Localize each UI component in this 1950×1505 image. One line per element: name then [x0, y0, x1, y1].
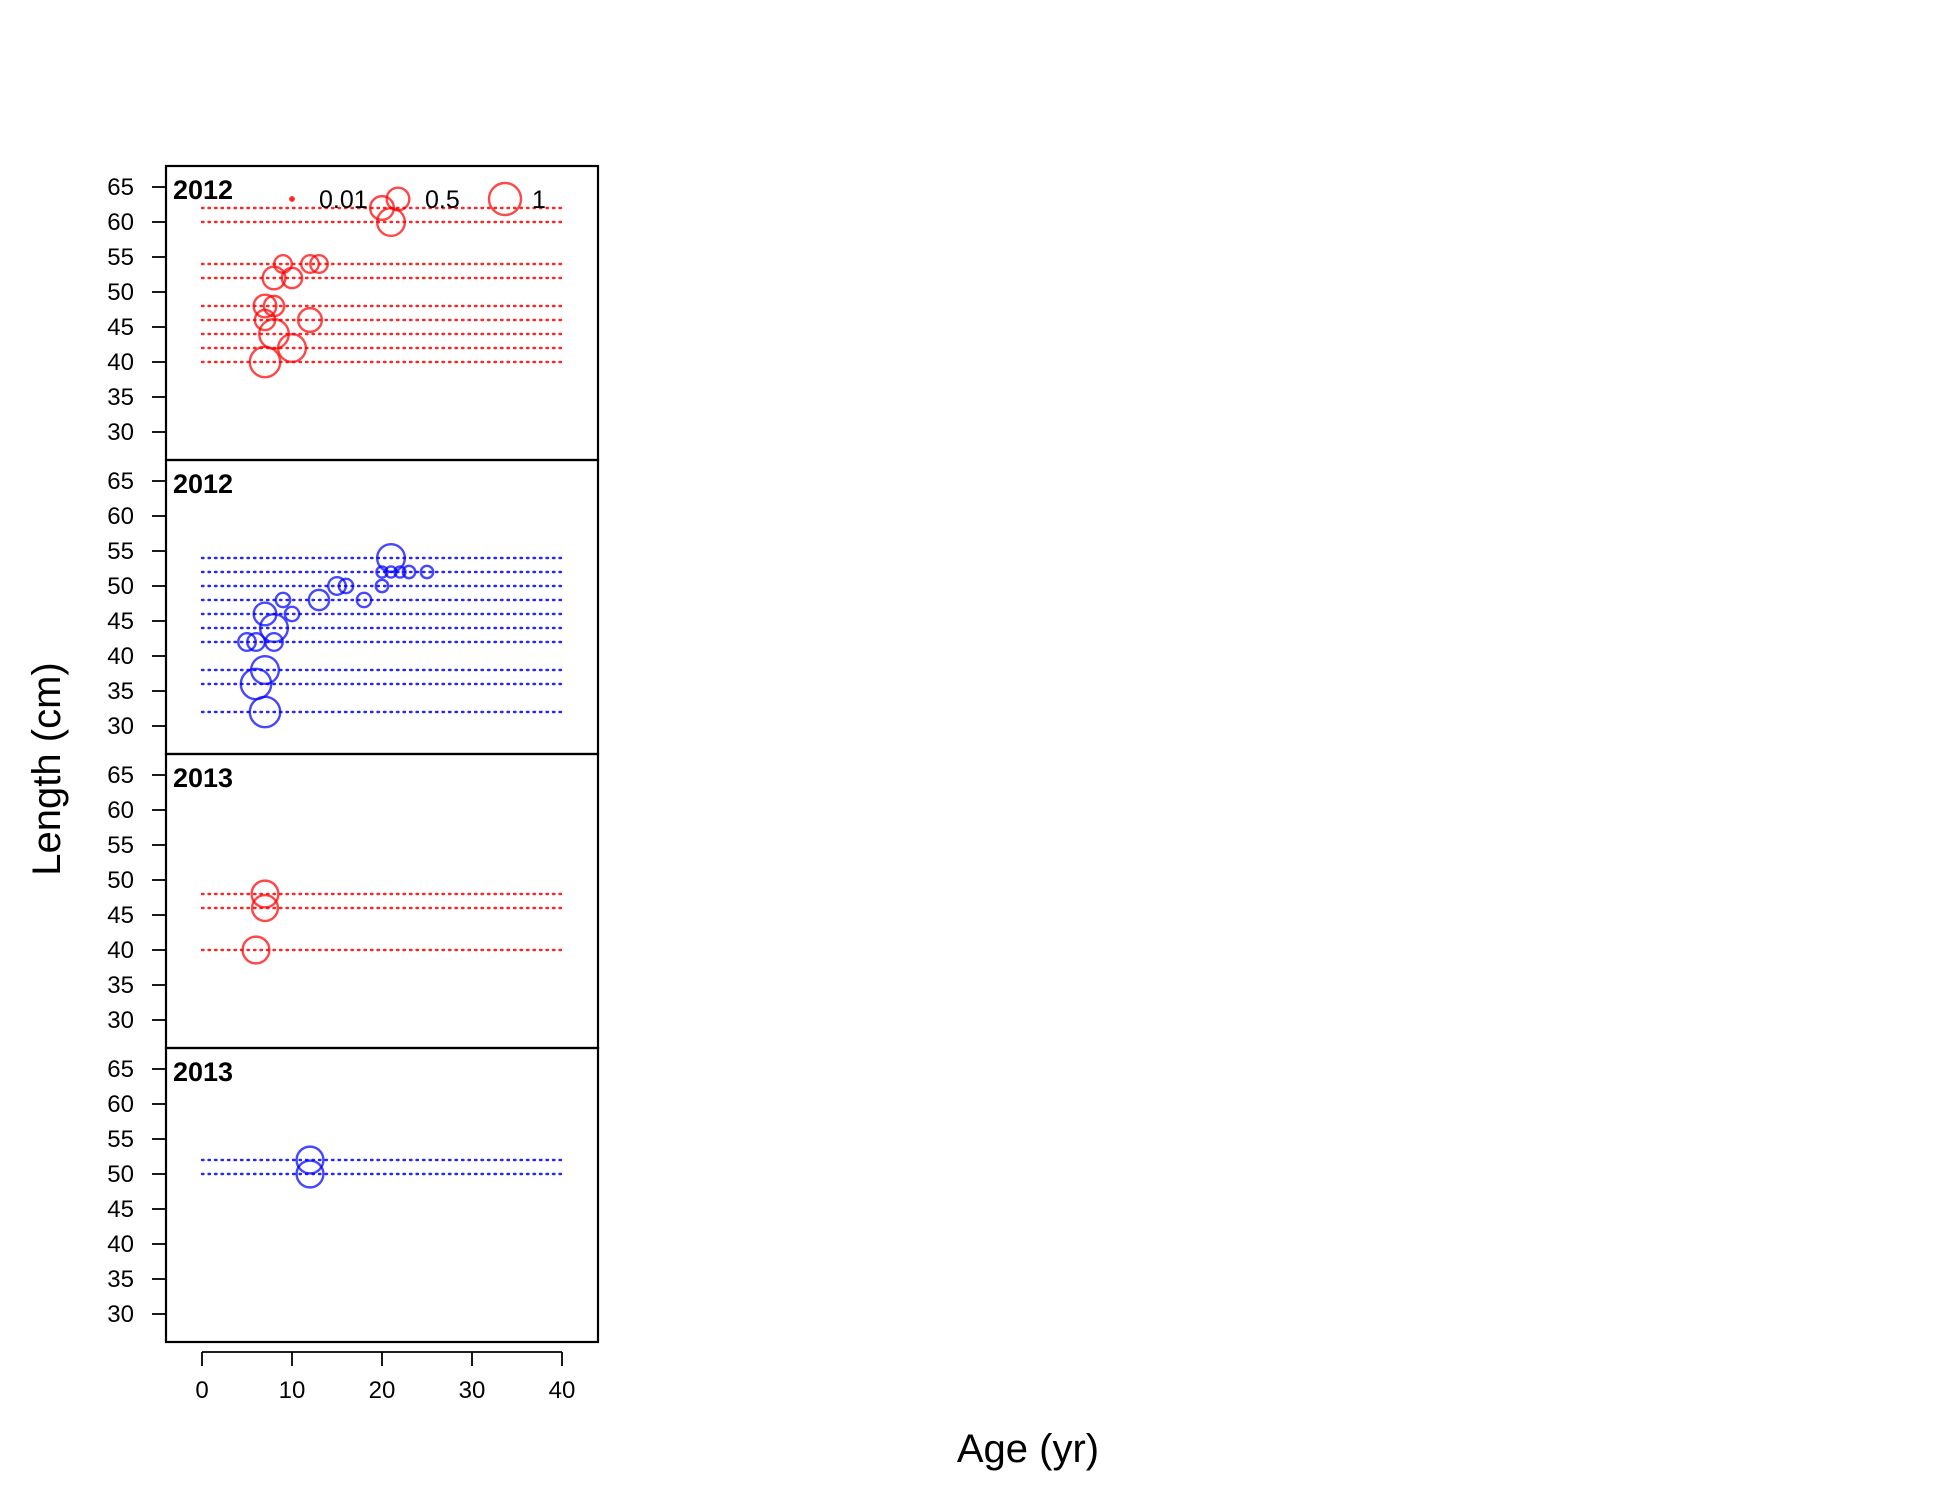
- data-bubble: [327, 576, 347, 596]
- legend-bubble: [385, 186, 411, 212]
- y-tick-label: 40: [107, 1231, 134, 1258]
- y-tick-label: 30: [107, 1301, 134, 1328]
- data-bubble: [355, 591, 373, 609]
- x-tick-label: 30: [459, 1377, 486, 1404]
- y-tick-label: 65: [107, 762, 134, 789]
- legend: 0.01 0.5 1: [289, 181, 546, 217]
- y-tick-label: 60: [107, 503, 134, 530]
- x-tick-label: 0: [195, 1377, 208, 1404]
- data-bubble: [295, 1145, 325, 1175]
- data-bubble: [262, 294, 286, 318]
- y-tick-label: 45: [107, 608, 134, 635]
- panel-title: 2013: [173, 763, 233, 793]
- data-bubble: [307, 588, 331, 612]
- panel-frame: [164, 1046, 600, 1344]
- data-bubble: [401, 564, 417, 580]
- panel-title: 2013: [173, 1057, 233, 1087]
- y-tick-label: 55: [107, 1126, 134, 1153]
- data-bubble: [300, 254, 320, 274]
- data-bubble: [258, 612, 290, 644]
- panel-1: 30 35 40 45 50 55 60 65 2012 0.01 0.5 1: [107, 164, 600, 462]
- data-bubble: [375, 542, 407, 574]
- y-tick-label: 40: [107, 643, 134, 670]
- y-tick-label: 30: [107, 1007, 134, 1034]
- y-tick-label: 35: [107, 678, 134, 705]
- data-bubble: [374, 578, 390, 594]
- y-tick-label: 60: [107, 209, 134, 236]
- y-tick-label: 45: [107, 1196, 134, 1223]
- data-bubble: [283, 605, 301, 623]
- data-bubble: [241, 935, 271, 965]
- y-tick-label: 55: [107, 244, 134, 271]
- data-bubble: [249, 654, 281, 686]
- data-bubble: [252, 293, 278, 319]
- data-bubble: [252, 601, 278, 627]
- legend-label: 0.01: [319, 186, 368, 214]
- panel-title: 2012: [173, 175, 233, 205]
- y-tick-label: 30: [107, 419, 134, 446]
- data-bubble: [419, 564, 435, 580]
- y-tick-label: 45: [107, 314, 134, 341]
- y-tick-label: 60: [107, 797, 134, 824]
- data-bubble: [273, 254, 293, 274]
- x-tick-label: 40: [549, 1377, 576, 1404]
- y-tick-label: 65: [107, 468, 134, 495]
- legend-bubble: [289, 195, 296, 202]
- data-bubble: [274, 591, 292, 609]
- y-tick-label: 30: [107, 713, 134, 740]
- data-bubble: [264, 632, 284, 652]
- y-tick-label: 50: [107, 1161, 134, 1188]
- panel-frame: [164, 458, 600, 756]
- y-axis-label: Length (cm): [25, 662, 69, 875]
- x-tick-label: 20: [369, 1377, 396, 1404]
- panel-frame: [164, 752, 600, 1050]
- data-bubble: [250, 893, 280, 923]
- data-bubble: [309, 254, 329, 274]
- y-tick-label: 45: [107, 902, 134, 929]
- x-axis: 0 10 20 30 40: [195, 1351, 576, 1404]
- legend-label: 0.5: [425, 186, 460, 214]
- data-bubble: [295, 1159, 325, 1189]
- y-tick-label: 65: [107, 174, 134, 201]
- panel-title: 2012: [173, 469, 233, 499]
- y-tick-label: 55: [107, 832, 134, 859]
- y-tick-label: 50: [107, 867, 134, 894]
- y-tick-label: 40: [107, 349, 134, 376]
- y-tick-label: 50: [107, 573, 134, 600]
- y-tick-label: 65: [107, 1056, 134, 1083]
- panels-layer: 30 35 40 45 50 55 60 65 2012 0.01 0.5 1 30 35 40 45 50 55…: [107, 164, 600, 1344]
- y-tick-label: 35: [107, 1266, 134, 1293]
- legend-bubble: [487, 181, 523, 217]
- y-tick-label: 40: [107, 937, 134, 964]
- x-axis-label: Age (yr): [957, 1427, 1099, 1471]
- data-bubble: [239, 667, 273, 701]
- panel-4: 30 35 40 45 50 55 60 65 2013: [107, 1046, 600, 1344]
- data-bubble: [384, 565, 398, 579]
- x-tick-label: 10: [279, 1377, 306, 1404]
- data-bubble: [296, 306, 324, 334]
- panel-3: 30 35 40 45 50 55 60 65 2013: [107, 752, 600, 1050]
- y-tick-label: 35: [107, 972, 134, 999]
- panel-2: 30 35 40 45 50 55 60 65 2012: [107, 458, 600, 756]
- y-tick-label: 60: [107, 1091, 134, 1118]
- y-tick-label: 55: [107, 538, 134, 565]
- y-tick-label: 50: [107, 279, 134, 306]
- y-tick-label: 35: [107, 384, 134, 411]
- legend-label: 1: [532, 186, 546, 214]
- data-bubble: [250, 879, 280, 909]
- data-bubble: [237, 632, 257, 652]
- data-bubble: [337, 577, 355, 595]
